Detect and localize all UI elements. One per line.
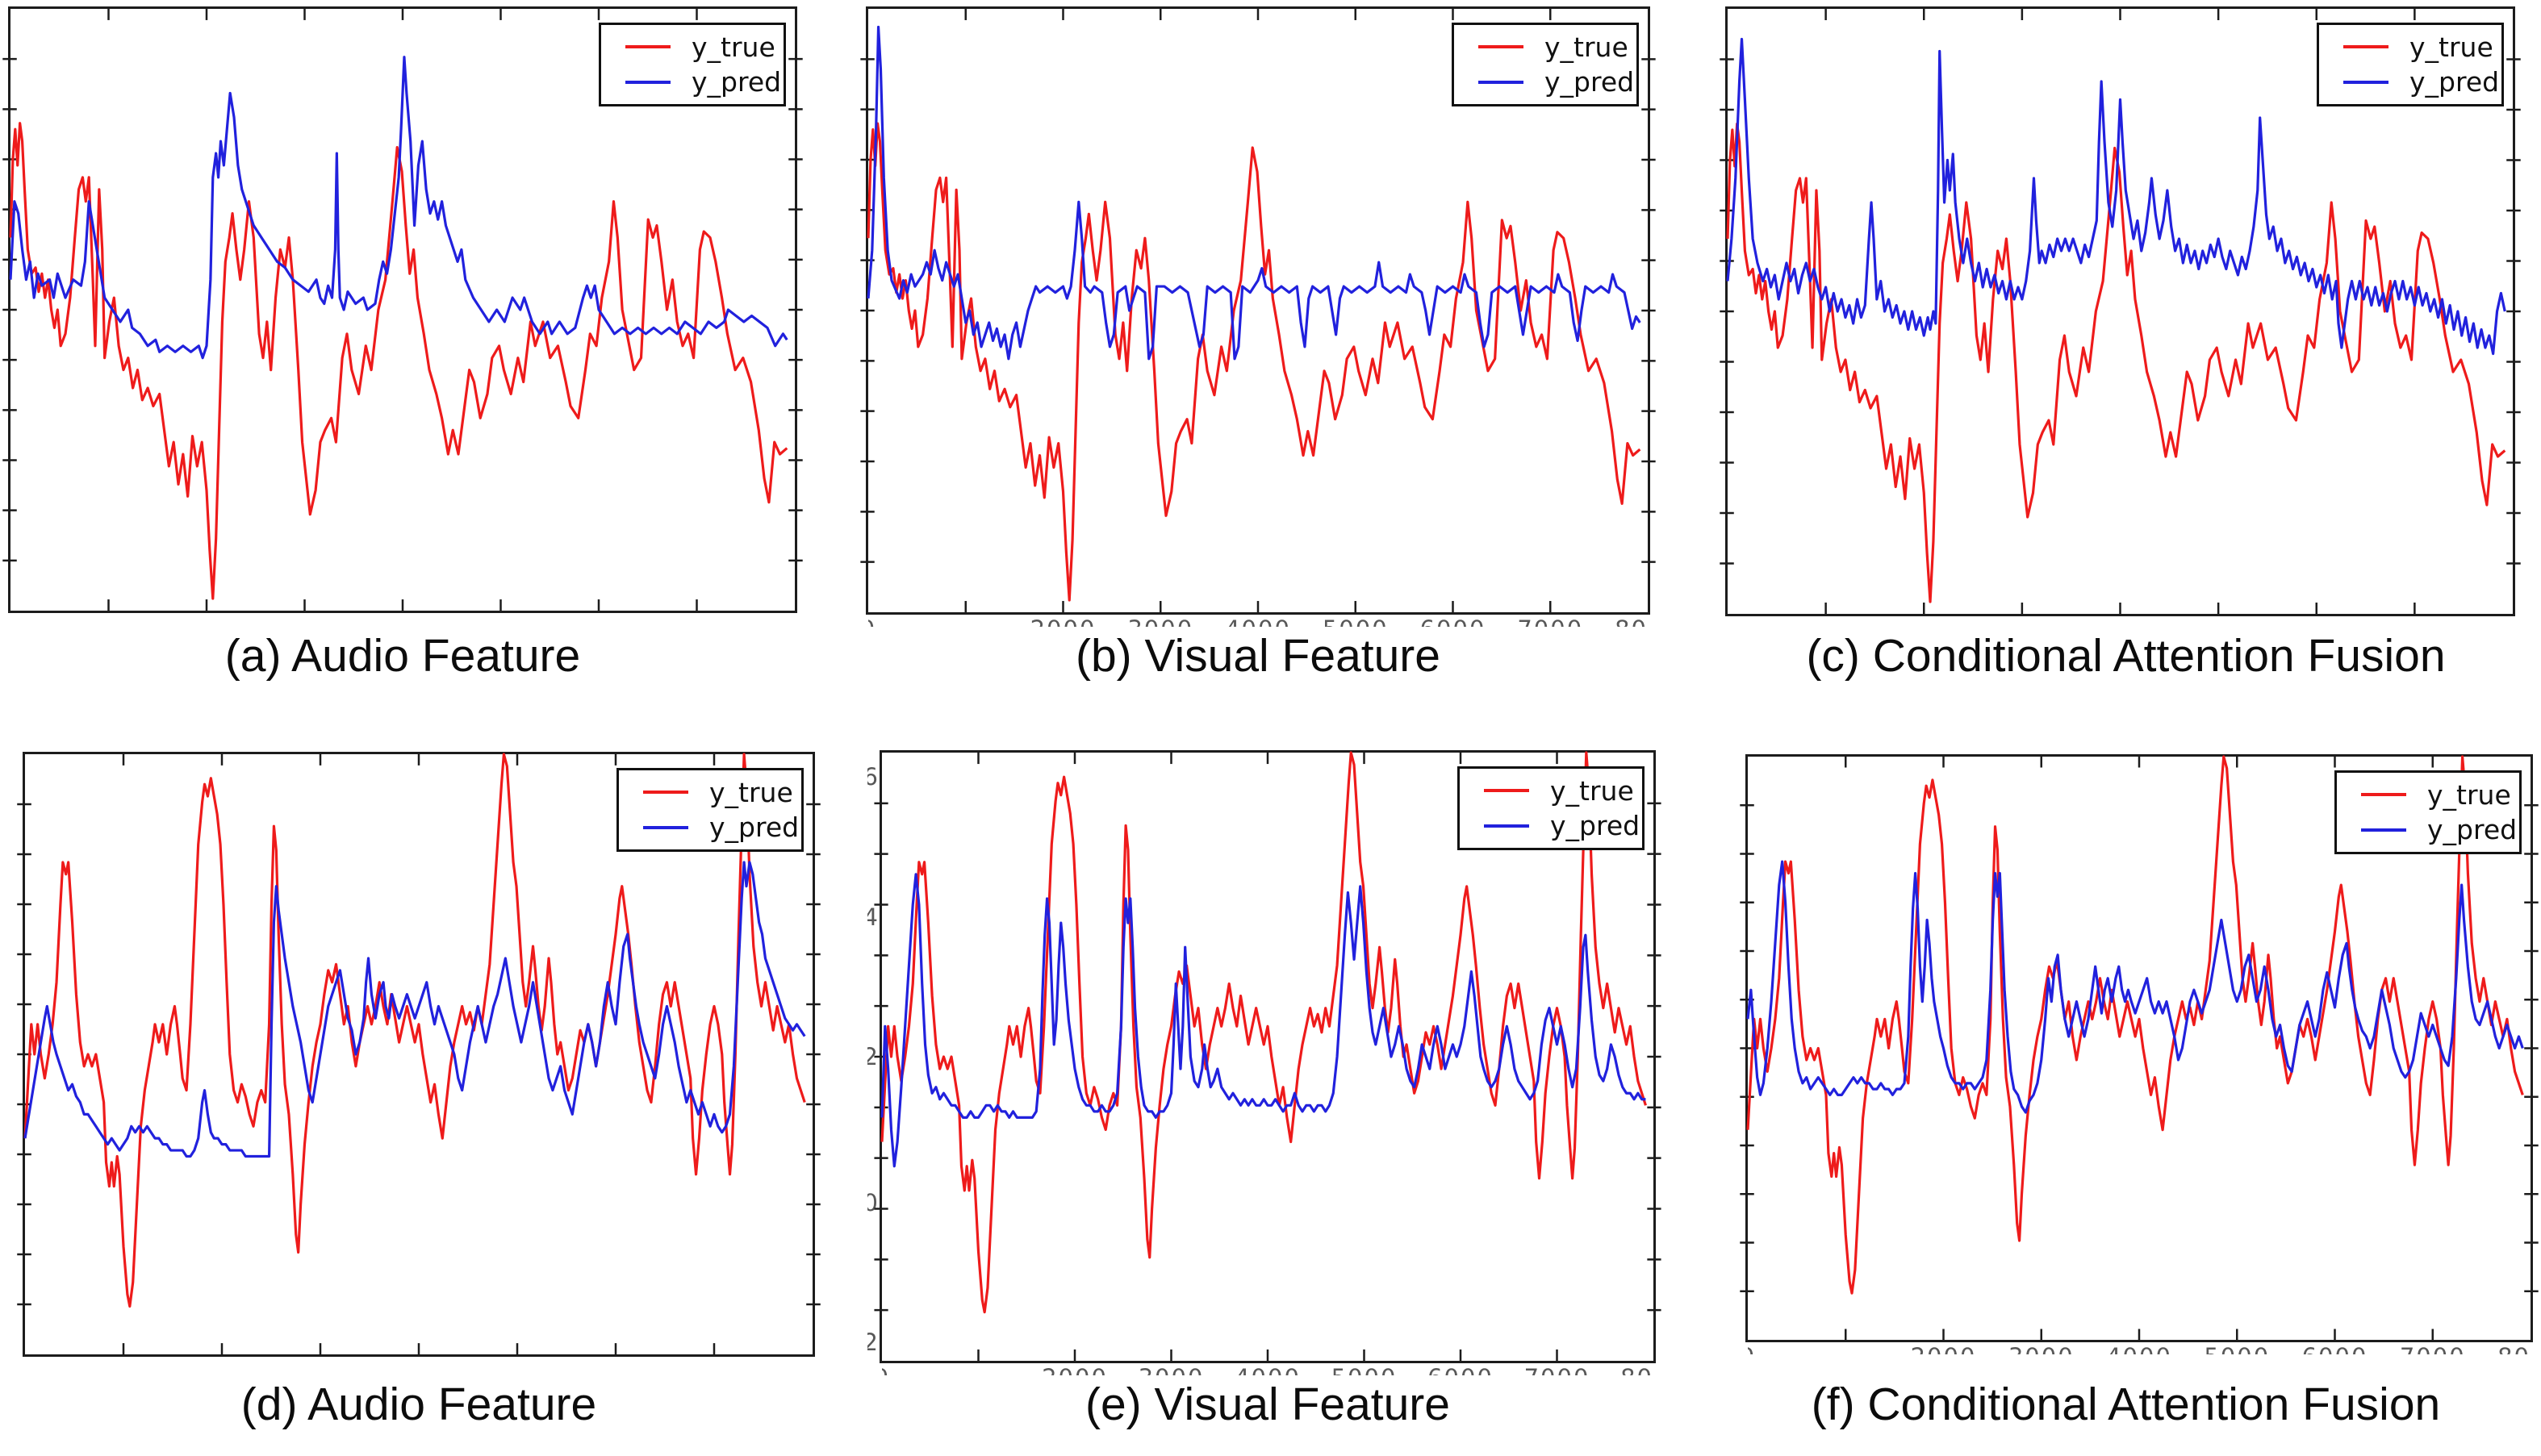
legend-label-y-pred: y_pred <box>2409 66 2500 98</box>
legend-b: y_true y_pred <box>1452 23 1639 106</box>
clipped-x-tick-label: 8000 <box>1615 616 1648 627</box>
caption-panel-f: (f) Conditional Attention Fusion <box>1811 1379 2441 1430</box>
clipped-x-tick-label: 8000 <box>1620 1365 1653 1375</box>
clipped-x-tick-label: 6000 <box>1427 1365 1494 1375</box>
panel-a-audio-feature: y_true y_pred <box>8 6 797 613</box>
legend-line-y-true-icon <box>2361 793 2406 797</box>
clipped-x-tick-label: 6000 <box>1420 616 1486 627</box>
clipped-y-tick-label: 2 <box>867 1329 878 1357</box>
legend-line-y-pred-icon <box>643 825 688 829</box>
line-chart-c <box>1728 9 2513 614</box>
clipped-y-tick-label: 2 <box>867 1043 878 1070</box>
legend-label-y-pred: y_pred <box>1550 810 1640 842</box>
legend-row-y-pred: y_pred <box>1454 69 1636 95</box>
legend-label-y-true: y_true <box>2427 778 2511 811</box>
clipped-x-tick-label: 5000 <box>2204 1344 2270 1354</box>
clipped-x-tick-label: 4000 <box>2106 1344 2172 1354</box>
caption-panel-d: (d) Audio Feature <box>240 1379 597 1430</box>
legend-row-y-pred: y_pred <box>1460 812 1642 839</box>
line-chart-a <box>10 9 795 611</box>
clipped-x-tick-label: 7000 <box>1524 1365 1590 1375</box>
clipped-x-tick-label: 3000 <box>2008 1344 2075 1354</box>
legend-label-y-true: y_true <box>1544 31 1628 63</box>
legend-c: y_true y_pred <box>2317 23 2504 106</box>
clipped-x-tick-label: 6000 <box>2302 1344 2368 1354</box>
panel-d-audio-feature: y_true y_pred <box>23 752 815 1357</box>
clipped-x-tick-label: 3000 <box>1127 616 1193 627</box>
legend-line-y-true-icon <box>643 791 688 795</box>
caption-panel-c: (c) Conditional Attention Fusion <box>1806 630 2446 682</box>
legend-label-y-pred: y_pred <box>2427 814 2518 846</box>
panel-e-visual-feature: y_true y_pred 0 2000 3000 4000 5000 6000 7000 8… <box>867 750 1656 1375</box>
legend-row-y-true: y_true <box>601 34 784 60</box>
caption-panel-e: (e) Visual Feature <box>1085 1379 1450 1430</box>
clipped-y-tick-label: 4 <box>867 903 878 931</box>
legend-line-y-pred-icon <box>1478 80 1523 84</box>
legend-row-y-true: y_true <box>1460 778 1642 804</box>
clipped-x-tick-label: 4000 <box>1225 616 1291 627</box>
legend-label-y-pred: y_pred <box>1544 66 1635 98</box>
clipped-y-tick-labels-e: 6 4 2 0 2 <box>867 753 878 1361</box>
clipped-x-tick-label: 0 <box>882 1365 890 1375</box>
panel-c-conditional-attention-fusion: y_true y_pred <box>1725 6 2515 616</box>
legend-label-y-true: y_true <box>709 776 793 808</box>
legend-d: y_true y_pred <box>616 768 804 852</box>
legend-label-y-pred: y_pred <box>692 66 782 98</box>
clipped-x-tick-label: 2000 <box>1030 616 1097 627</box>
legend-row-y-pred: y_pred <box>2319 69 2501 95</box>
clipped-x-tick-label: 0 <box>1748 1344 1756 1354</box>
line-chart-e <box>882 753 1653 1361</box>
legend-row-y-true: y_true <box>2319 34 2501 60</box>
caption-panel-a: (a) Audio Feature <box>224 630 581 682</box>
legend-row-y-pred: y_pred <box>601 69 784 95</box>
legend-row-y-true: y_true <box>619 779 801 806</box>
clipped-y-tick-label: 0 <box>867 1188 878 1216</box>
legend-line-y-pred-icon <box>2361 828 2406 832</box>
line-chart-f <box>1748 757 2531 1340</box>
line-chart-b <box>868 9 1648 612</box>
legend-line-y-true-icon <box>1478 45 1523 49</box>
clipped-x-tick-label: 2000 <box>1042 1365 1108 1375</box>
clipped-x-tick-label: 0 <box>868 616 876 627</box>
legend-line-y-pred-icon <box>625 80 671 84</box>
legend-line-y-true-icon <box>625 45 671 49</box>
clipped-x-tick-label: 2000 <box>1911 1344 1977 1354</box>
legend-e: y_true y_pred <box>1457 766 1645 850</box>
caption-panel-b: (b) Visual Feature <box>1076 630 1440 682</box>
clipped-x-tick-label: 4000 <box>1235 1365 1301 1375</box>
clipped-x-tick-labels-e: 0 2000 3000 4000 5000 6000 7000 8000 <box>882 1365 1653 1375</box>
clipped-x-tick-labels-f: 0 2000 3000 4000 5000 6000 7000 8000 <box>1748 1344 2531 1354</box>
legend-row-y-pred: y_pred <box>619 814 801 841</box>
clipped-x-tick-label: 8000 <box>2497 1344 2531 1354</box>
legend-line-y-true-icon <box>1484 789 1529 793</box>
legend-label-y-true: y_true <box>2409 31 2493 63</box>
clipped-x-tick-label: 3000 <box>1139 1365 1205 1375</box>
legend-line-y-true-icon <box>2343 45 2388 49</box>
clipped-x-tick-label: 5000 <box>1323 616 1389 627</box>
legend-label-y-true: y_true <box>1550 774 1634 807</box>
legend-row-y-true: y_true <box>1454 34 1636 60</box>
legend-a: y_true y_pred <box>599 23 786 106</box>
line-chart-d <box>25 754 813 1354</box>
clipped-x-tick-label: 5000 <box>1331 1365 1398 1375</box>
legend-row-y-pred: y_pred <box>2337 816 2519 843</box>
panel-f-conditional-attention-fusion: y_true y_pred 0 2000 3000 4000 5000 6000 7000 8… <box>1745 754 2533 1354</box>
clipped-y-tick-label: 6 <box>867 763 878 791</box>
legend-line-y-pred-icon <box>2343 80 2388 84</box>
legend-row-y-true: y_true <box>2337 782 2519 808</box>
panel-b-visual-feature: y_true y_pred 0 2000 3000 4000 5000 6000 7000 8… <box>866 6 1650 627</box>
legend-label-y-pred: y_pred <box>709 811 800 844</box>
clipped-x-tick-label: 7000 <box>1517 616 1583 627</box>
legend-label-y-true: y_true <box>692 31 775 63</box>
legend-line-y-pred-icon <box>1484 824 1529 828</box>
legend-f: y_true y_pred <box>2334 770 2522 854</box>
clipped-x-tick-labels-b: 0 2000 3000 4000 5000 6000 7000 8000 <box>868 616 1648 627</box>
clipped-x-tick-label: 7000 <box>2400 1344 2466 1354</box>
